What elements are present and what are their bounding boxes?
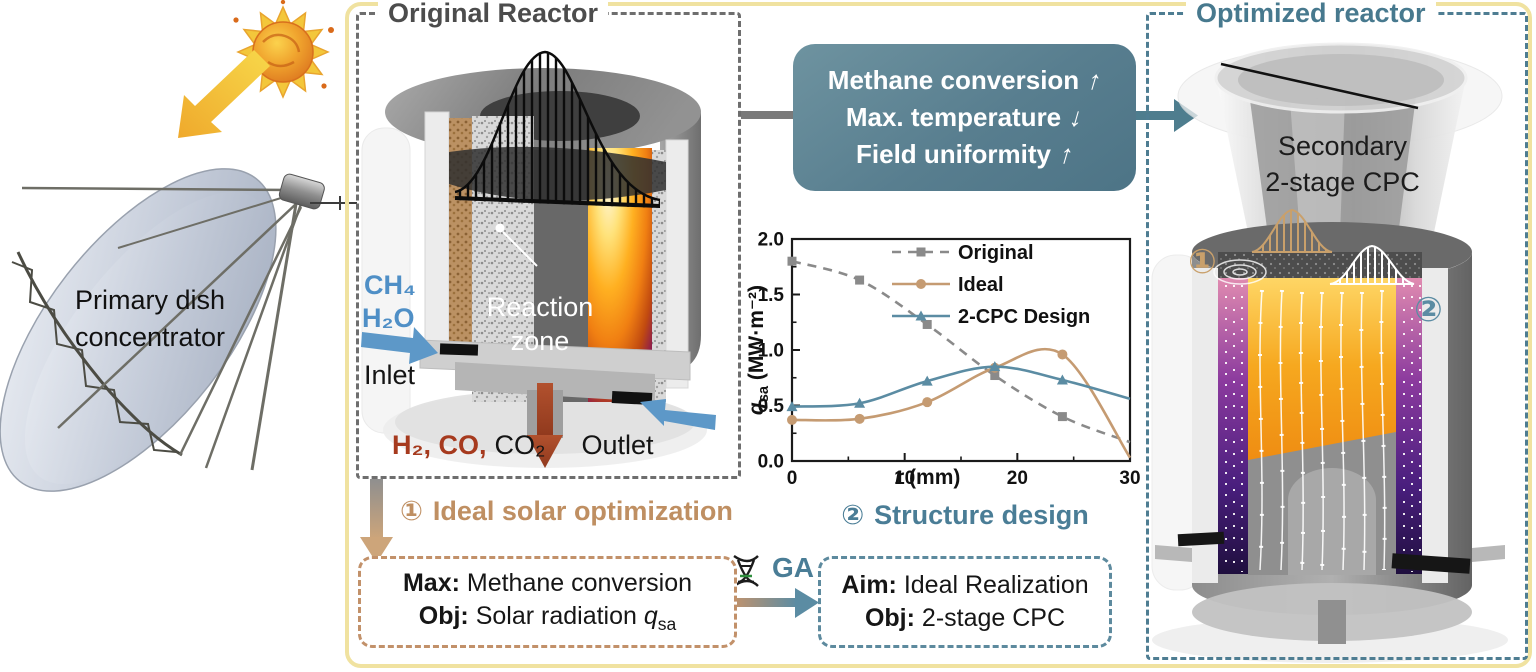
dna-icon [733,555,759,587]
step1-down-arrow [360,479,393,563]
benefit-line-temperature: Max. temperature ↓ [845,99,1088,136]
legend-label: Original [958,242,1034,264]
original-reactor-panel [356,12,741,479]
streamlines [1225,285,1421,572]
qsa-profile-chart: 0 10 20 30 0.0 0.5 1.0 1.5 2.0 Original Ideal 2-CPC… [742,228,1142,513]
reaction-zone-pointer [495,223,505,233]
legend-label: Ideal [958,274,1004,296]
benefit-line-uniformity: Field uniformity ↑ [856,136,1077,173]
inlet-label: Inlet [364,360,416,390]
original-reactor-title: Original Reactor [378,0,609,29]
y-tick-label: 1.5 [758,285,785,306]
inlet-arrow-left [361,327,438,364]
chart-y-axis-title: qsa (MW·m⁻²) [744,285,773,416]
aim-line: Aim: Ideal Realization [841,571,1089,599]
primary-dish-art [0,168,357,492]
inlet-arrow-right [640,399,716,430]
x-tick-label: 30 [1119,468,1140,489]
flux-hump-2 [1329,244,1415,285]
obj-line2: Obj: 2-stage CPC [864,604,1066,632]
benefit-line-methane: Methane conversion ↑ [827,62,1106,99]
x-tick-label: 10 [894,468,915,489]
max-line: Max: Methane conversion [402,569,693,597]
step2-label: ② Structure design [841,500,1089,530]
figure-yellow-frame [345,2,1532,668]
chart-x-axis-title: r (mm) [895,466,961,489]
primary-dish-label: Primary dish concentrator [74,285,226,352]
step1-badge: ① [400,496,423,526]
outlet-arrow [537,383,553,437]
benefit-text: Field uniformity [856,139,1051,169]
flux-hump-1 [1251,208,1333,253]
legend-entry [892,247,950,257]
benefit-text: Methane conversion [827,65,1080,95]
down-arrow-icon: ↓ [1065,102,1088,132]
legend-entry [892,279,950,289]
realization-box: Aim: Ideal Realization Obj: 2-stage CPC [818,556,1112,648]
y-tick-label: 1.0 [758,341,784,362]
reaction-zone-label: Reaction zone [486,292,594,356]
cpc-cut-line [1220,62,1419,110]
up-arrow-icon: ↑ [1055,139,1078,169]
series-Ideal [787,347,1132,459]
series-Original [787,256,1131,444]
benefit-text: Max. temperature [845,102,1062,132]
outlet-species-row: H₂, CO, CO₂ Outlet [392,430,654,461]
reactor-to-benefits-connector [741,111,795,119]
step1-label: ① Ideal solar optimization [400,496,733,526]
benefits-box: Methane conversion ↑ Max. temperature ↓ … [793,44,1136,191]
y-tick-label: 0.0 [758,452,784,473]
inlet-species-ch4: CH₄ [364,270,416,300]
chart-svg: 0 10 20 30 0.0 0.5 1.0 1.5 2.0 Original Ideal 2-CPC… [758,230,1141,490]
ga-arrow [737,588,819,618]
optimized-reactor-panel [1146,12,1528,660]
sunlight-arrow [178,50,270,138]
optimized-reactor-title: Optimized reactor [1186,0,1436,29]
obj-line: Obj: Solar radiation qsa [418,602,677,634]
ga-label: GA [772,552,814,583]
optimized-marker-1: ① [1188,243,1217,281]
x-tick-label: 0 [787,468,798,489]
optimized-reactor-illustration [1151,42,1508,663]
outlet-label: Outlet [581,430,654,460]
outlet-species-red: H₂, CO, [392,430,487,460]
up-arrow-icon: ↑ [1084,65,1106,95]
outlet-species-co2: CO₂ [494,430,546,460]
y-tick-label: 0.5 [758,396,785,417]
x-tick-label: 20 [1007,468,1028,489]
y-tick-label: 2.0 [758,230,784,251]
optimization-problem-box: Max: Methane conversion Obj: Solar radia… [358,556,737,648]
secondary-cpc-label: Secondary 2-stage CPC [1265,131,1420,197]
benefits-to-optimized-arrow [1134,99,1198,132]
optimized-marker-2: ② [1414,291,1443,329]
inlet-species-h2o: H₂O [362,303,415,333]
series-2-CPC Design [786,361,1131,412]
original-reactor-illustration [361,50,716,468]
legend-entry [892,310,950,321]
step2-badge: ② [841,500,865,530]
solar-flux-profile [455,52,660,208]
legend-label: 2-CPC Design [958,306,1090,328]
